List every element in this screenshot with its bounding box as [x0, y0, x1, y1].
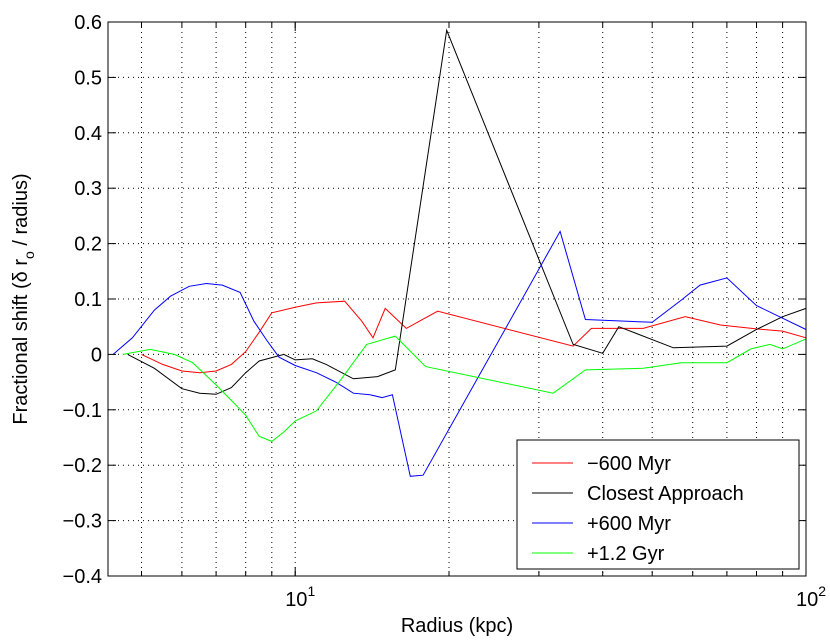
y-tick-label: 0.4	[74, 123, 102, 145]
y-tick-label: 0.6	[74, 12, 102, 34]
x-axis-label: Radius (kpc)	[401, 615, 513, 637]
y-tick-label: −0.1	[63, 400, 102, 422]
series-lines	[112, 28, 807, 477]
y-tick-label: −0.4	[63, 566, 102, 588]
series-line-3	[122, 335, 807, 442]
legend-label-0: −600 Myr	[587, 453, 671, 475]
legend-label-1: Closest Approach	[587, 483, 744, 505]
legend-label-2: +600 Myr	[587, 513, 671, 535]
y-tick-label: 0	[91, 344, 102, 366]
y-tick-label: 0.3	[74, 178, 102, 200]
x-tick-label: 102	[796, 583, 826, 611]
legend-box	[516, 439, 800, 570]
series-line-0	[141, 300, 807, 374]
y-axis-label-tail: / radius)	[10, 173, 32, 251]
y-axis-label-sub: o	[21, 251, 37, 259]
y-tick-label: −0.3	[63, 511, 102, 533]
legend: −600 Myr Closest Approach +600 Myr +1.2 Gyr	[516, 439, 800, 570]
series-line-2	[112, 230, 807, 477]
axis-ticks: 0.6 0.5 0.4 0.3 0.2 0.1 0 −0.1 −0.2 −0.3 −0.4 101 10…	[63, 12, 827, 611]
y-axis-label: Fractional shift (δ ro / radius)	[10, 173, 37, 424]
y-tick-label: −0.2	[63, 455, 102, 477]
y-tick-label: 0.5	[74, 67, 102, 89]
y-tick-label: 0.1	[74, 289, 102, 311]
legend-label-3: +1.2 Gyr	[587, 543, 665, 565]
series-line-1	[127, 28, 807, 395]
x-tick-label: 101	[285, 583, 315, 611]
y-axis-label-main: Fractional shift (δ r	[10, 259, 32, 425]
y-tick-label: 0.2	[74, 234, 102, 256]
